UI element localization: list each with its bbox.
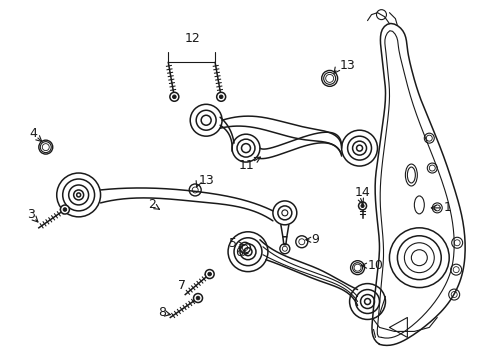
- Circle shape: [217, 92, 226, 101]
- Text: 10: 10: [362, 259, 383, 272]
- Circle shape: [359, 202, 367, 210]
- Text: 4: 4: [29, 127, 37, 140]
- Text: 3: 3: [27, 208, 35, 221]
- Circle shape: [170, 92, 179, 101]
- Text: 2: 2: [148, 198, 159, 211]
- Text: 13: 13: [198, 174, 214, 186]
- Text: 14: 14: [355, 186, 370, 199]
- Text: 7: 7: [178, 279, 186, 292]
- Text: 13: 13: [340, 59, 355, 72]
- Circle shape: [196, 296, 200, 300]
- Text: 11: 11: [239, 158, 255, 172]
- Circle shape: [60, 205, 70, 214]
- Circle shape: [205, 270, 214, 279]
- Circle shape: [361, 204, 364, 207]
- Circle shape: [220, 95, 223, 99]
- Circle shape: [194, 293, 202, 302]
- Circle shape: [172, 95, 176, 99]
- Text: 5: 5: [229, 237, 244, 250]
- Text: 9: 9: [306, 233, 319, 246]
- Text: 1: 1: [431, 201, 451, 215]
- Text: 8: 8: [158, 306, 166, 319]
- Text: 6: 6: [235, 246, 248, 259]
- Circle shape: [208, 272, 212, 276]
- Circle shape: [63, 208, 67, 211]
- Text: 12: 12: [184, 32, 200, 45]
